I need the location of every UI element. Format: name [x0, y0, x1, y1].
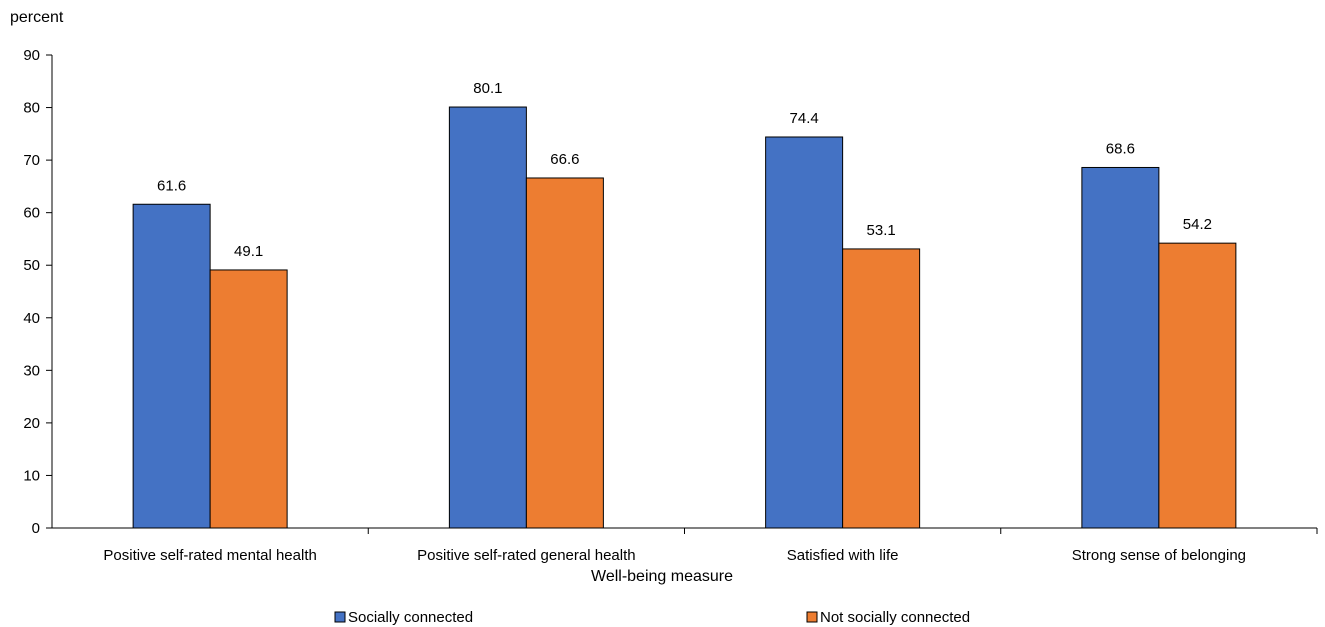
- data-label: 66.6: [550, 151, 579, 168]
- bar-not-socially-connected: [842, 248, 921, 529]
- y-axis: 0 10 20 30 40 50 60 70 80 90: [23, 47, 52, 537]
- bar-not-socially-connected: [525, 177, 604, 529]
- y-tick-label: 20: [23, 415, 40, 432]
- legend-swatch: [334, 611, 346, 623]
- bar-socially-connected: [765, 136, 844, 529]
- y-tick-label: 90: [23, 47, 40, 64]
- data-label: 54.2: [1183, 216, 1212, 233]
- bar-socially-connected: [448, 106, 527, 529]
- data-label: 53.1: [867, 222, 896, 239]
- data-label: 49.1: [234, 243, 263, 260]
- y-axis-title: percent: [10, 9, 64, 26]
- y-tick-label: 80: [23, 100, 40, 117]
- data-labels: 61.6 49.1 80.1 66.6 74.4 53.1 68.6 54.2: [157, 80, 1212, 260]
- y-tick-label: 60: [23, 205, 40, 222]
- data-label: 61.6: [157, 177, 186, 194]
- data-label: 80.1: [473, 80, 502, 97]
- y-tick-label: 30: [23, 362, 40, 379]
- x-category-label: Satisfied with life: [787, 547, 899, 564]
- bar-socially-connected: [1081, 166, 1160, 529]
- y-tick-label: 10: [23, 467, 40, 484]
- data-label: 68.6: [1106, 140, 1135, 157]
- legend-label: Not socially connected: [820, 609, 970, 626]
- y-tick-label: 70: [23, 152, 40, 169]
- bar-group: [132, 106, 1237, 529]
- x-axis-title: Well-being measure: [591, 568, 733, 585]
- legend: Socially connected Not socially connected: [334, 609, 970, 626]
- x-category-label: Positive self-rated mental health: [103, 547, 316, 564]
- bar-not-socially-connected: [1158, 242, 1237, 529]
- y-tick-label: 0: [32, 520, 40, 537]
- bar-not-socially-connected: [209, 269, 288, 529]
- bar-socially-connected: [132, 203, 211, 529]
- y-tick-label: 50: [23, 257, 40, 274]
- legend-swatch: [806, 611, 818, 623]
- x-category-label: Positive self-rated general health: [417, 547, 635, 564]
- x-axis-categories: Positive self-rated mental health Positiv…: [103, 528, 1318, 564]
- data-label: 74.4: [790, 110, 819, 127]
- y-tick-label: 40: [23, 310, 40, 327]
- x-category-label: Strong sense of belonging: [1072, 547, 1246, 564]
- legend-label: Socially connected: [348, 609, 473, 626]
